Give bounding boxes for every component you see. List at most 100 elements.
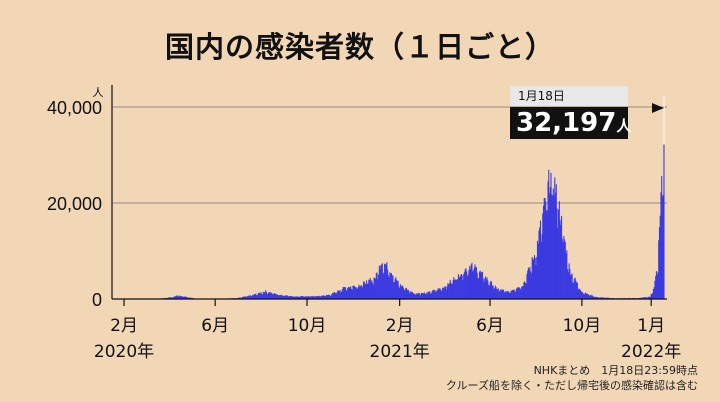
bar xyxy=(454,280,456,299)
bar xyxy=(582,293,584,299)
bar xyxy=(503,292,505,299)
bar xyxy=(367,283,369,299)
x-tick-label: 2月 xyxy=(110,316,138,336)
bar xyxy=(456,280,458,299)
bar xyxy=(403,289,405,299)
bar xyxy=(446,286,448,299)
bar xyxy=(274,294,276,299)
x-tick-label: 10月 xyxy=(563,316,602,336)
bar xyxy=(642,297,644,299)
bar xyxy=(365,280,368,299)
bar xyxy=(518,287,520,299)
bar xyxy=(442,287,444,299)
bar xyxy=(329,295,331,299)
x-year-label: 2020年 xyxy=(94,342,154,362)
bar xyxy=(177,296,179,299)
bar xyxy=(526,274,528,299)
bar xyxy=(326,294,328,299)
bar xyxy=(346,289,348,299)
bar xyxy=(450,282,452,299)
bar xyxy=(267,293,269,299)
bar xyxy=(251,295,253,299)
bar xyxy=(321,295,323,299)
bar xyxy=(313,295,315,299)
bar xyxy=(322,295,324,299)
bar xyxy=(500,289,502,299)
bar xyxy=(246,296,249,299)
bar xyxy=(249,295,251,299)
bar xyxy=(548,169,550,299)
bar xyxy=(330,295,332,299)
bar xyxy=(478,278,480,299)
bar xyxy=(429,291,431,299)
bar xyxy=(469,269,472,299)
bar xyxy=(576,282,578,299)
bar xyxy=(328,294,330,299)
bar xyxy=(545,201,547,299)
bar xyxy=(548,193,551,299)
bar xyxy=(658,227,661,299)
bar xyxy=(320,296,322,299)
bar xyxy=(457,274,459,299)
bar xyxy=(555,184,557,299)
bar xyxy=(327,294,329,299)
bar xyxy=(326,294,328,299)
bar xyxy=(596,297,598,299)
bar xyxy=(169,297,171,299)
bar xyxy=(261,294,263,299)
bar xyxy=(358,284,360,299)
bar xyxy=(579,290,581,299)
bar xyxy=(411,292,413,299)
bar xyxy=(278,295,280,299)
source-note: NHKまとめ 1月18日23:59時点 xyxy=(533,364,698,377)
bar xyxy=(442,287,444,299)
bar xyxy=(433,289,435,299)
bar xyxy=(341,288,343,299)
bar xyxy=(557,227,559,299)
bar xyxy=(545,210,548,299)
bar xyxy=(319,296,321,299)
bar xyxy=(458,277,460,299)
bar xyxy=(366,283,368,299)
x-year-label: 2022年 xyxy=(621,342,681,362)
bar xyxy=(287,296,289,299)
bar xyxy=(560,224,562,299)
bar xyxy=(384,264,386,299)
bar xyxy=(572,282,574,299)
bar xyxy=(253,294,255,299)
bar xyxy=(653,287,655,299)
bar xyxy=(591,295,593,299)
bar xyxy=(464,269,466,299)
bar xyxy=(255,293,257,299)
bar xyxy=(571,273,573,299)
bar xyxy=(304,296,307,299)
bar xyxy=(290,296,292,299)
bar xyxy=(350,289,353,299)
bar xyxy=(300,296,302,299)
bar xyxy=(435,292,437,299)
bar xyxy=(310,296,312,299)
bar xyxy=(419,294,421,299)
bar xyxy=(372,284,374,299)
bar xyxy=(324,296,326,299)
bar xyxy=(661,176,663,299)
bar xyxy=(174,296,176,299)
bar xyxy=(316,296,318,299)
bar xyxy=(551,195,554,299)
bar xyxy=(334,292,336,299)
bar xyxy=(286,295,288,299)
bar-series xyxy=(112,144,665,300)
bar xyxy=(554,177,556,299)
bar xyxy=(497,288,499,299)
bar xyxy=(516,288,518,299)
y-tick-label: 0 xyxy=(92,290,102,310)
bar xyxy=(546,210,548,299)
bar xyxy=(365,284,367,299)
bar xyxy=(468,269,470,299)
bar xyxy=(270,292,272,299)
bar xyxy=(524,283,526,299)
bar xyxy=(454,279,456,299)
bar xyxy=(528,269,530,299)
bar xyxy=(444,286,446,299)
